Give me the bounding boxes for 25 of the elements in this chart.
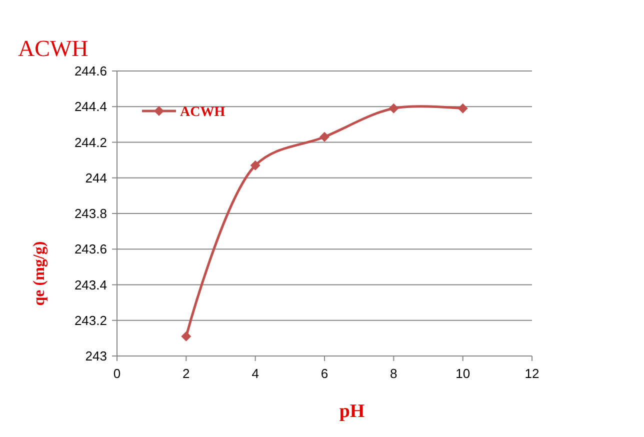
y-tick-label: 243.2 — [74, 312, 107, 328]
x-tick-label: 10 — [456, 366, 470, 381]
x-tick-label: 4 — [252, 366, 259, 381]
y-tick-label: 243.4 — [74, 277, 107, 292]
x-tick-label: 2 — [182, 366, 190, 381]
x-axis-title: pH — [339, 401, 365, 422]
y-tick-label: 244.2 — [74, 134, 107, 150]
y-tick-label: 244.6 — [74, 64, 107, 79]
y-tick-label: 243.6 — [74, 242, 107, 257]
y-tick-label: 244 — [85, 170, 107, 186]
point — [250, 160, 260, 170]
y-axis-title: qe (mg/g) — [31, 241, 48, 306]
point — [458, 103, 468, 114]
point — [181, 331, 192, 342]
legend-label: ACWH — [180, 104, 226, 120]
y-tick-label: 243 — [85, 348, 107, 364]
point — [388, 103, 399, 114]
y-tick-label: 244.4 — [74, 99, 107, 114]
chart-title: ACWH — [18, 36, 88, 61]
x-tick-label: 12 — [524, 366, 540, 381]
x-tick-label: 0 — [113, 366, 121, 381]
x-tick-label: 6 — [320, 366, 328, 381]
x-tick-label: 8 — [390, 366, 398, 381]
point — [320, 132, 330, 142]
y-tick-label: 243.8 — [74, 206, 107, 222]
